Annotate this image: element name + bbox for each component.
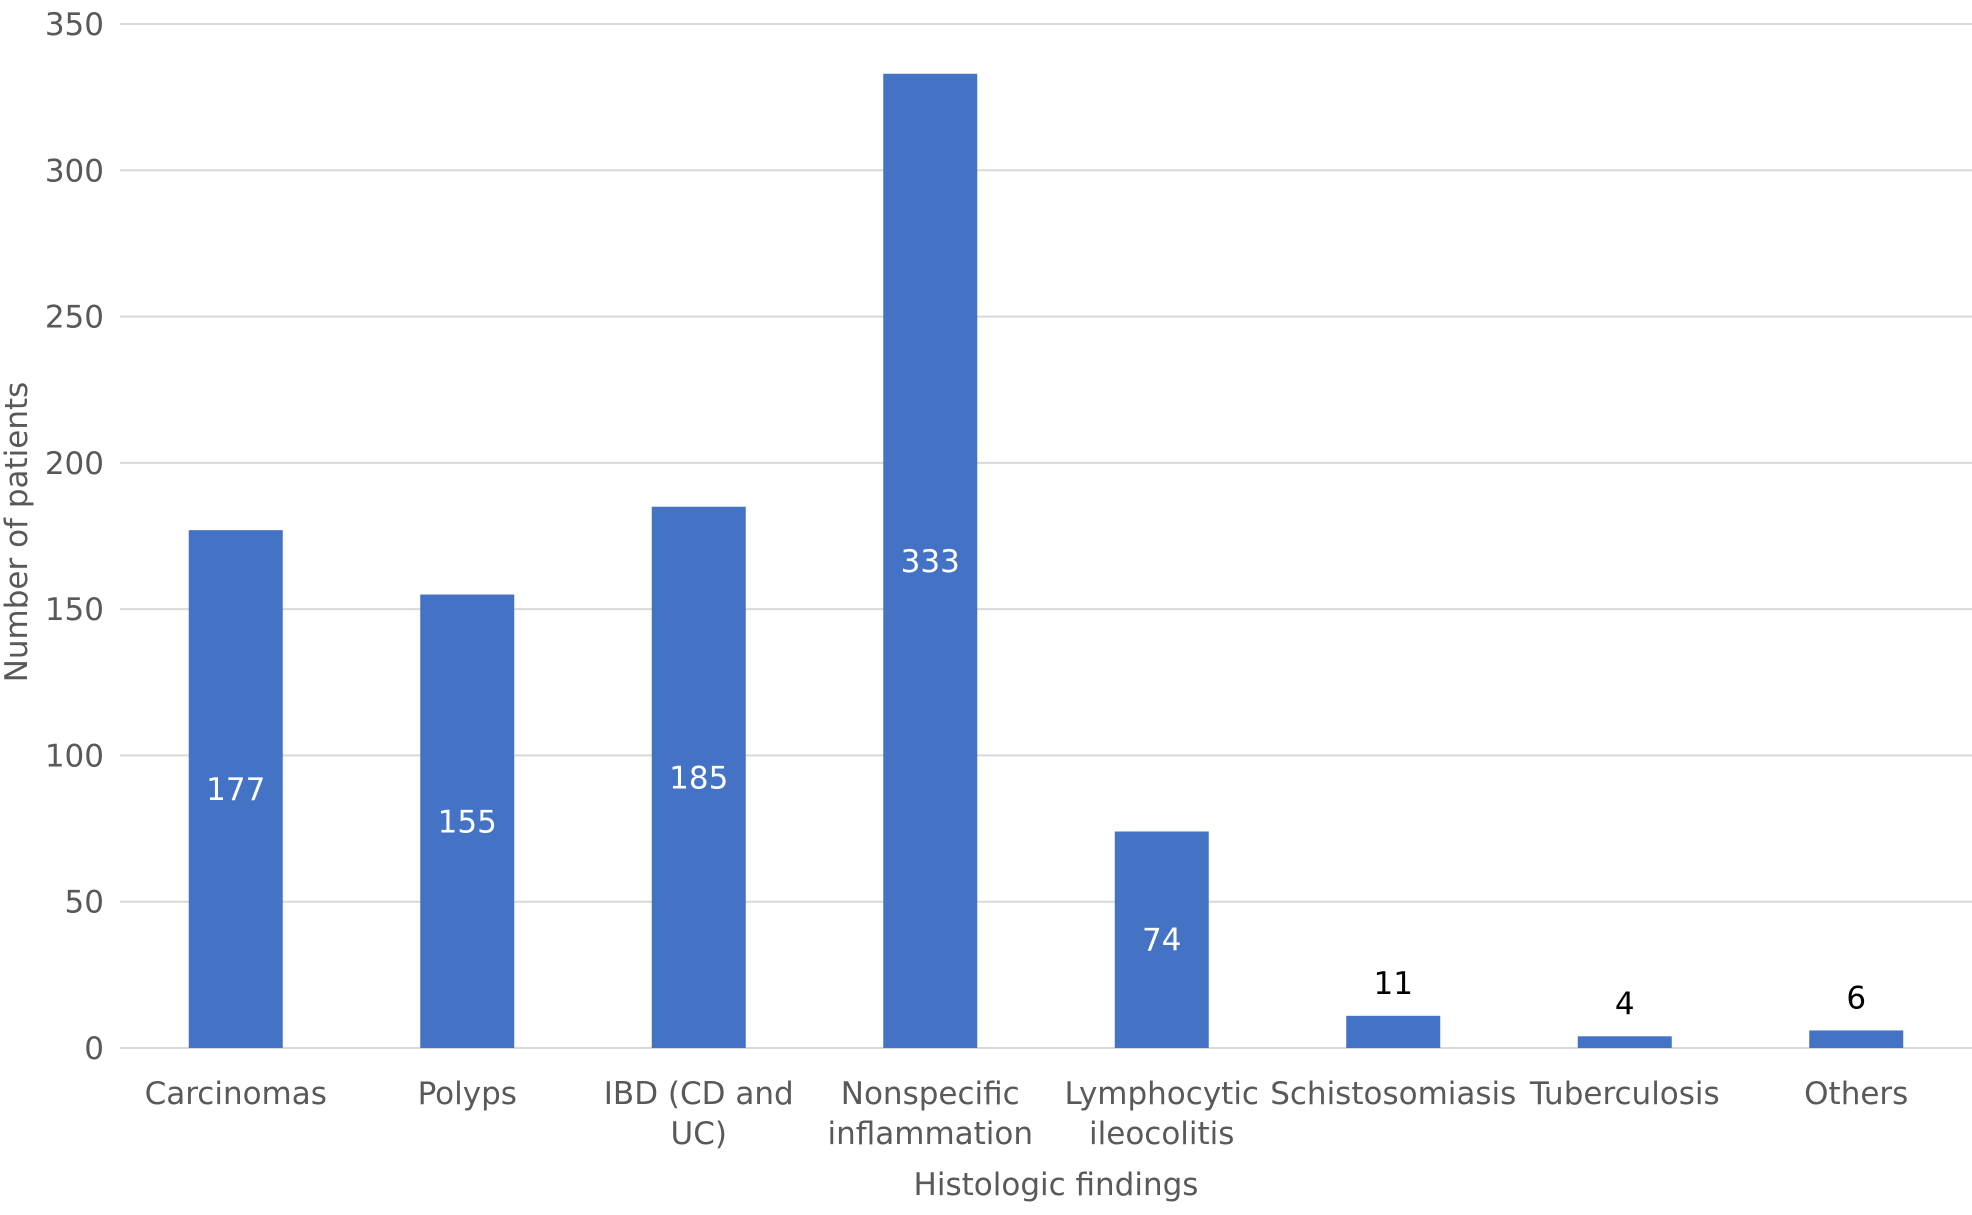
x-category-label: Nonspecific inflammation (827, 1076, 1033, 1152)
data-label: 74 (1142, 923, 1181, 959)
x-category-label-line: Schistosomiasis (1270, 1076, 1516, 1112)
y-tick-label: 100 (45, 738, 104, 774)
data-label: 177 (206, 772, 265, 808)
y-tick-label: 300 (45, 153, 104, 189)
bar (651, 506, 746, 1048)
x-category-label-line: inflammation (827, 1116, 1033, 1152)
x-category-label-line: Lymphocytic (1065, 1076, 1259, 1112)
x-category-label: Tuberculosis (1529, 1076, 1720, 1112)
data-label: 333 (901, 544, 960, 580)
data-label: 155 (438, 804, 497, 840)
data-labels: 177 155 185 333 74 11 4 6 (206, 544, 1866, 1022)
x-category-label: IBD (CD and UC) (604, 1076, 794, 1152)
bars (188, 73, 1904, 1049)
x-category-label-line: UC) (671, 1116, 727, 1152)
data-label: 4 (1615, 986, 1635, 1022)
bar (188, 530, 283, 1048)
x-category-label-line: Nonspecific (841, 1076, 1020, 1112)
x-axis-categories: Carcinomas Polyps IBD (CD and UC) Nonspecifi… (145, 1076, 1909, 1152)
y-tick-label: 200 (45, 446, 104, 482)
x-category-label-line: Polyps (418, 1076, 517, 1112)
data-label: 11 (1374, 966, 1413, 1002)
bar (1577, 1036, 1672, 1048)
y-tick-label: 350 (45, 7, 104, 43)
y-axis-ticks: 0 50 100 150 200 250 300 350 (45, 7, 104, 1067)
x-category-label: Schistosomiasis (1270, 1076, 1516, 1112)
data-label: 185 (669, 760, 728, 796)
y-tick-label: 150 (45, 592, 104, 628)
bar (1114, 831, 1209, 1048)
y-tick-label: 250 (45, 300, 104, 336)
x-category-label: Lymphocytic ileocolitis (1065, 1076, 1259, 1152)
bar (1346, 1015, 1441, 1048)
bar (883, 73, 978, 1049)
y-tick-label: 0 (84, 1031, 104, 1067)
x-category-label-line: Others (1804, 1076, 1908, 1112)
x-category-label: Others (1804, 1076, 1908, 1112)
bar (1809, 1030, 1904, 1048)
x-category-label-line: Tuberculosis (1529, 1076, 1720, 1112)
gridlines (120, 23, 1972, 1049)
y-tick-label: 50 (65, 885, 104, 921)
x-category-label-line: Carcinomas (145, 1076, 327, 1112)
x-category-label: Carcinomas (145, 1076, 327, 1112)
bar (420, 594, 515, 1048)
x-category-label-line: ileocolitis (1089, 1116, 1234, 1152)
data-label: 6 (1846, 980, 1866, 1016)
x-axis-title: Histologic findings (914, 1167, 1199, 1203)
x-category-label-line: IBD (CD and (604, 1076, 794, 1112)
y-axis-title: Number of patients (0, 382, 35, 683)
x-category-label: Polyps (418, 1076, 517, 1112)
